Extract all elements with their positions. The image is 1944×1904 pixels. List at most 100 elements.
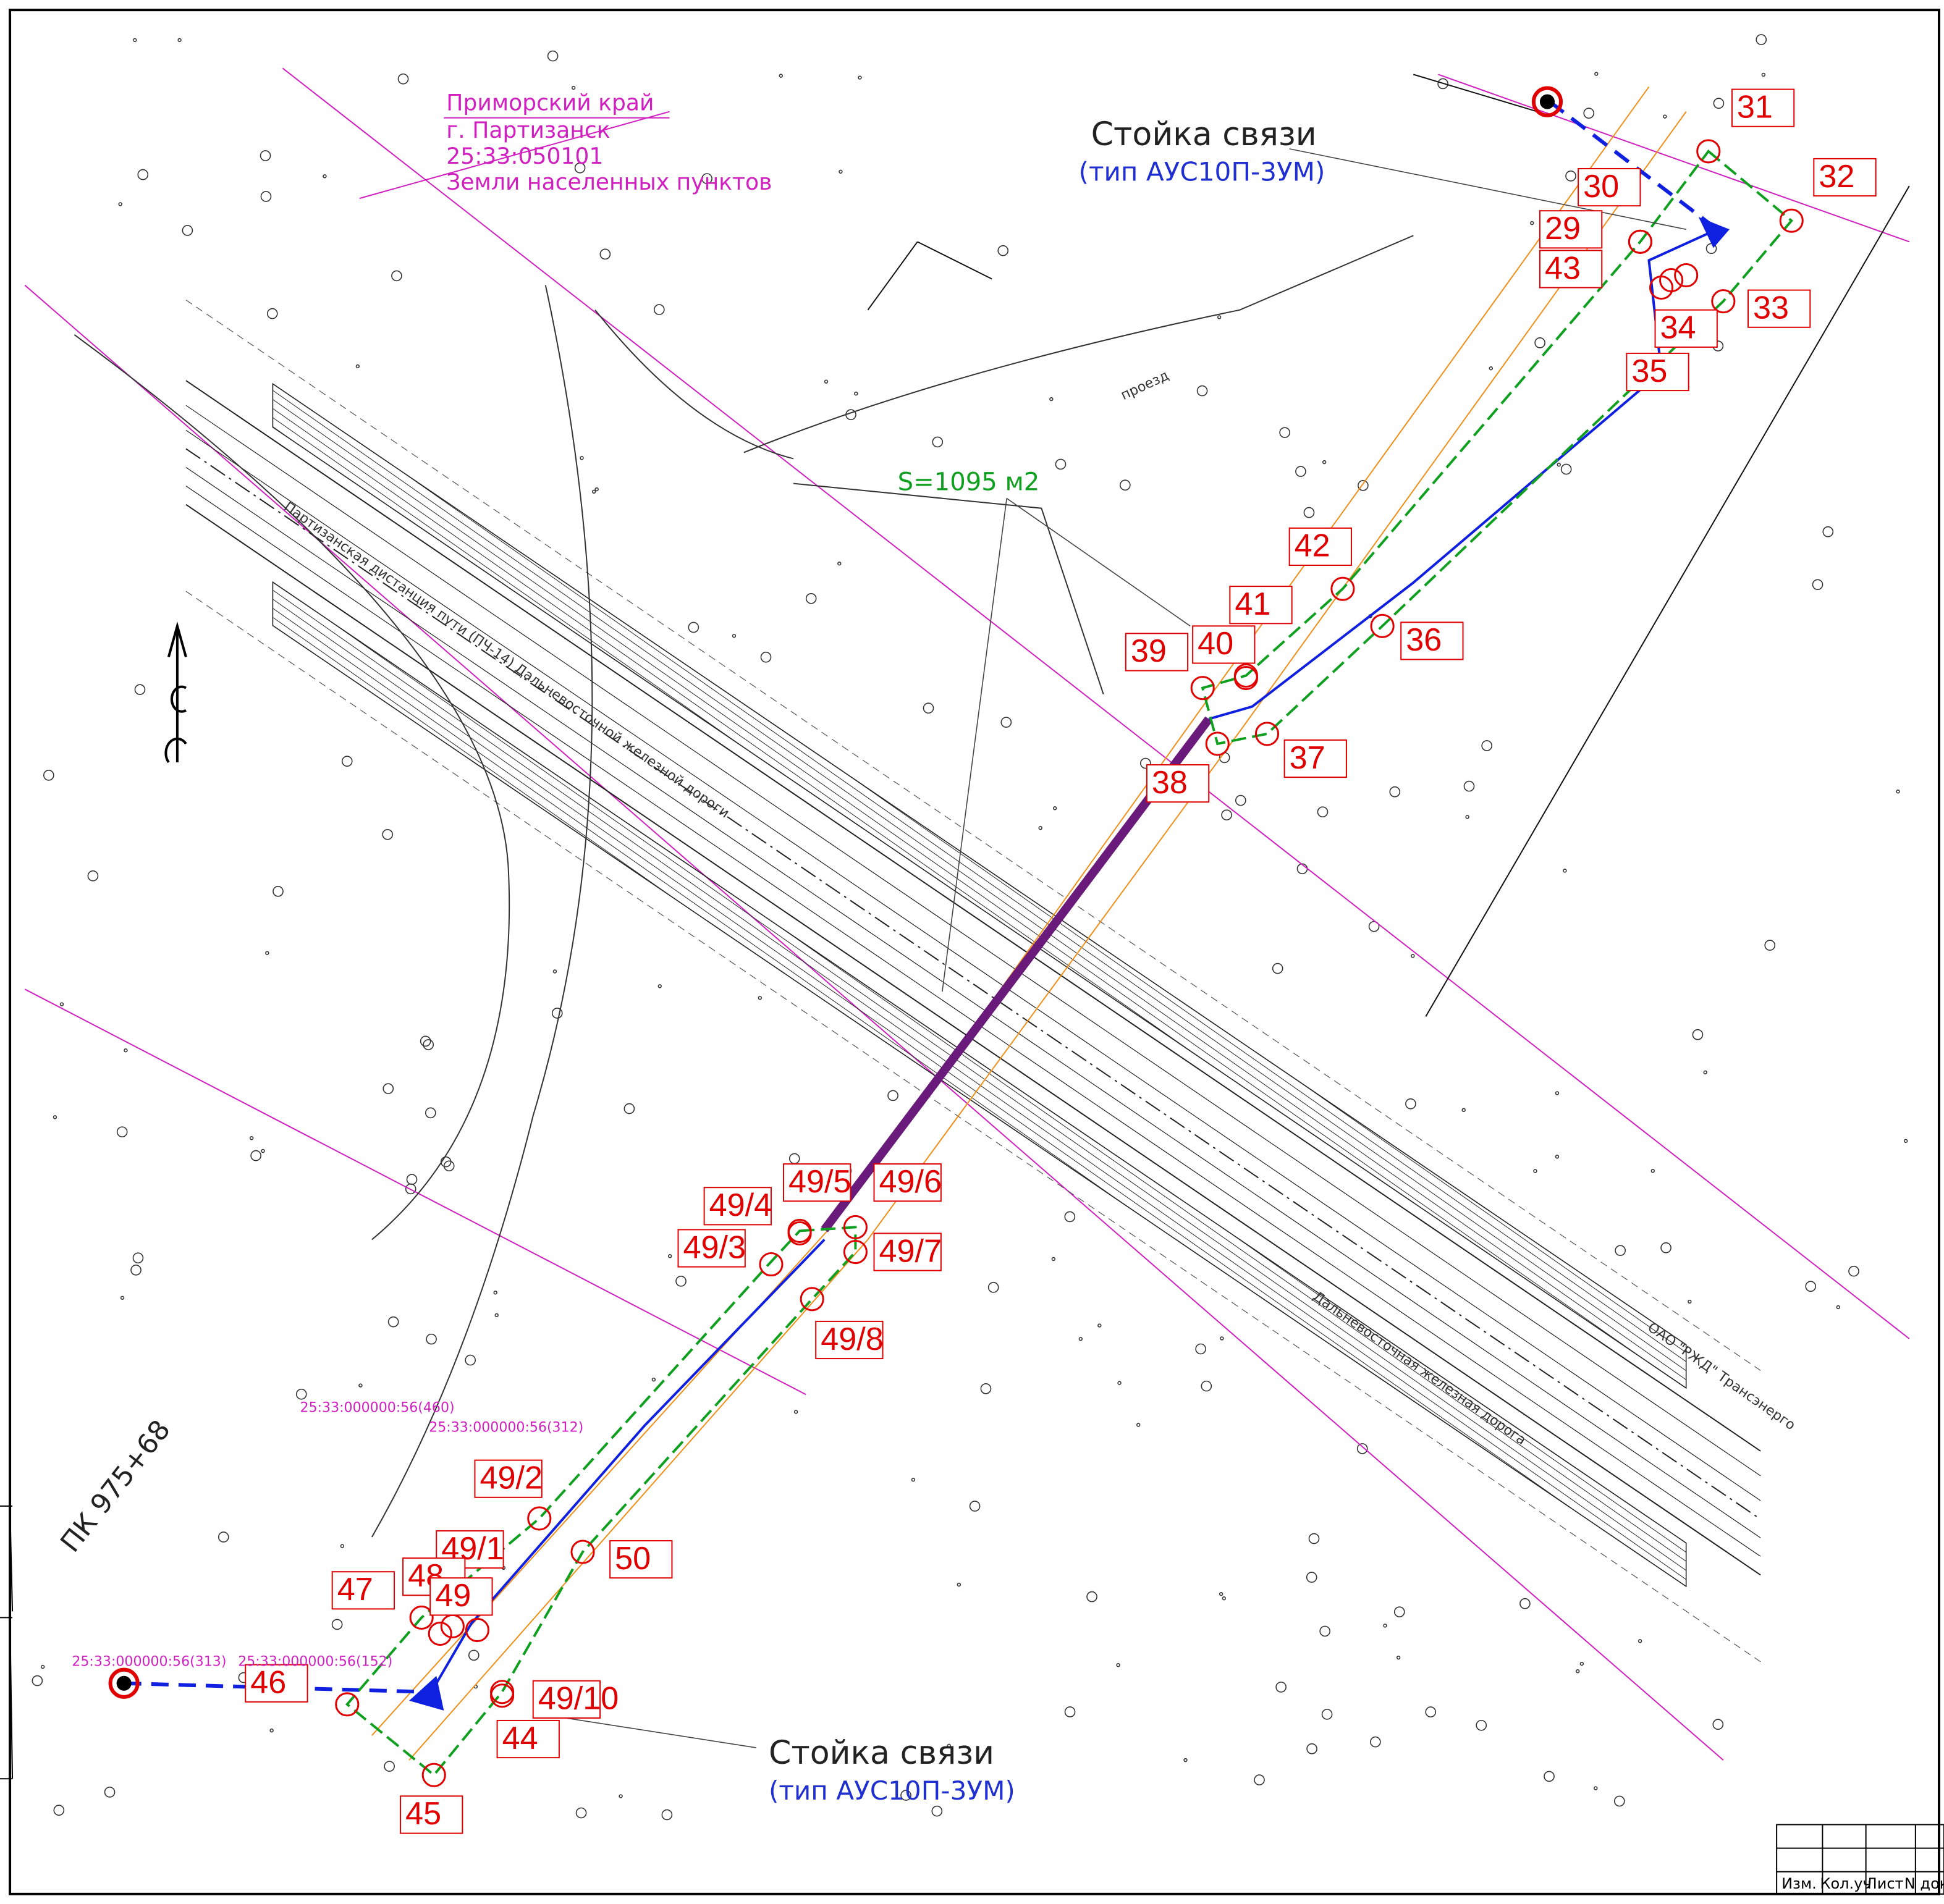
tree <box>356 365 359 368</box>
drawing: 31323029433334354241364039373849/549/649… <box>0 35 1909 1833</box>
embankment <box>273 384 1686 1388</box>
tree <box>624 1104 634 1114</box>
embankment <box>273 582 1686 1586</box>
tree <box>1476 1721 1486 1730</box>
tree <box>1358 1444 1367 1454</box>
tree <box>1065 1707 1075 1717</box>
tree <box>1384 1624 1387 1627</box>
tree <box>1836 1306 1840 1309</box>
note: Дальневосточная железная дорога <box>1310 1289 1529 1448</box>
tree <box>54 1805 64 1815</box>
tree <box>1296 466 1306 476</box>
point-marker <box>1650 277 1672 299</box>
region-line: Земли населенных пунктов <box>446 169 772 195</box>
stand-arrow <box>1699 217 1730 248</box>
cable-dashed <box>124 102 1717 1692</box>
tree <box>421 1036 431 1046</box>
tree <box>261 192 271 201</box>
tree <box>1765 940 1775 950</box>
tree <box>1137 1423 1140 1426</box>
stand-type: (тип АУС10П-3УМ) <box>1079 156 1325 187</box>
tree <box>1482 741 1492 751</box>
point-label: 29 <box>1545 211 1581 246</box>
tree <box>1688 1300 1691 1304</box>
tree <box>1534 1169 1537 1173</box>
tree <box>825 380 828 383</box>
point-label: 49/2 <box>480 1460 543 1496</box>
tree <box>1531 222 1534 225</box>
tree <box>399 74 408 84</box>
tree <box>1544 1771 1554 1781</box>
tree <box>669 1255 672 1258</box>
area-label: S=1095 м2 <box>898 468 1040 497</box>
tree <box>1397 1656 1400 1659</box>
terrain-line <box>744 235 1413 452</box>
tree <box>1054 807 1057 810</box>
column-header: Изм. <box>1781 1875 1817 1892</box>
rail-line <box>186 486 1760 1557</box>
tree <box>250 1137 253 1140</box>
tree <box>1704 1071 1707 1074</box>
tree <box>1220 1593 1223 1596</box>
cadastral-label: 25:33:000000:56(312) <box>429 1420 583 1435</box>
tree <box>970 1501 980 1511</box>
point-label: 42 <box>1295 528 1330 564</box>
tree <box>1812 579 1822 589</box>
tree <box>1307 1744 1317 1754</box>
point-label: 49/3 <box>683 1229 746 1265</box>
frame <box>10 10 1939 1894</box>
region-line: Приморский край <box>446 90 654 116</box>
tree <box>124 1049 127 1052</box>
tree <box>1594 1787 1597 1790</box>
tree <box>270 1729 273 1732</box>
tree <box>1323 461 1326 464</box>
tree <box>392 271 402 280</box>
tree <box>178 38 181 41</box>
tree <box>1307 1572 1317 1582</box>
tree <box>1489 367 1492 370</box>
point-label: 44 <box>502 1721 538 1756</box>
tree <box>44 770 54 780</box>
tree <box>1052 1258 1055 1261</box>
point-label: 49/8 <box>821 1321 884 1357</box>
terrain-line <box>595 310 793 459</box>
tree <box>600 249 610 259</box>
tree <box>1849 1266 1859 1276</box>
point-marker <box>1660 269 1683 291</box>
tree <box>577 1808 586 1818</box>
tree <box>806 594 816 604</box>
tree <box>219 1532 229 1542</box>
tree <box>790 1153 800 1163</box>
tree <box>1222 810 1232 820</box>
tree <box>1556 1092 1559 1095</box>
tree <box>1762 74 1765 77</box>
rail-line <box>186 405 1760 1476</box>
tree <box>1557 463 1560 466</box>
tree <box>855 392 858 395</box>
tree <box>131 1265 141 1275</box>
tree <box>1273 964 1283 974</box>
tree <box>1039 827 1042 830</box>
tree <box>1218 316 1221 319</box>
tree <box>1087 1592 1097 1602</box>
map: 31323029433334354241364039373849/549/649… <box>0 0 1944 1904</box>
title-block-headers: Изм. Кол.уч Лист N док <box>1781 1875 1944 1892</box>
note: ОАО "РЖД" Трансэнерго <box>1645 1320 1798 1433</box>
allotment <box>1202 151 1791 744</box>
tree <box>54 1116 57 1119</box>
tree <box>1184 1759 1187 1762</box>
tree <box>1639 1640 1642 1643</box>
tree <box>1464 781 1474 791</box>
cadastral-label: 25:33:000000:56(313) <box>72 1654 226 1670</box>
tree <box>1714 98 1723 108</box>
tree <box>1896 790 1900 793</box>
tree <box>1079 1337 1082 1341</box>
boundary <box>25 989 806 1394</box>
tree <box>1693 1030 1702 1040</box>
terrain-line <box>74 335 509 1240</box>
note: проезд <box>1118 368 1171 403</box>
terrain-line <box>372 285 592 1537</box>
tree <box>652 1378 655 1381</box>
tree <box>1196 1344 1206 1354</box>
tree <box>297 1389 306 1399</box>
